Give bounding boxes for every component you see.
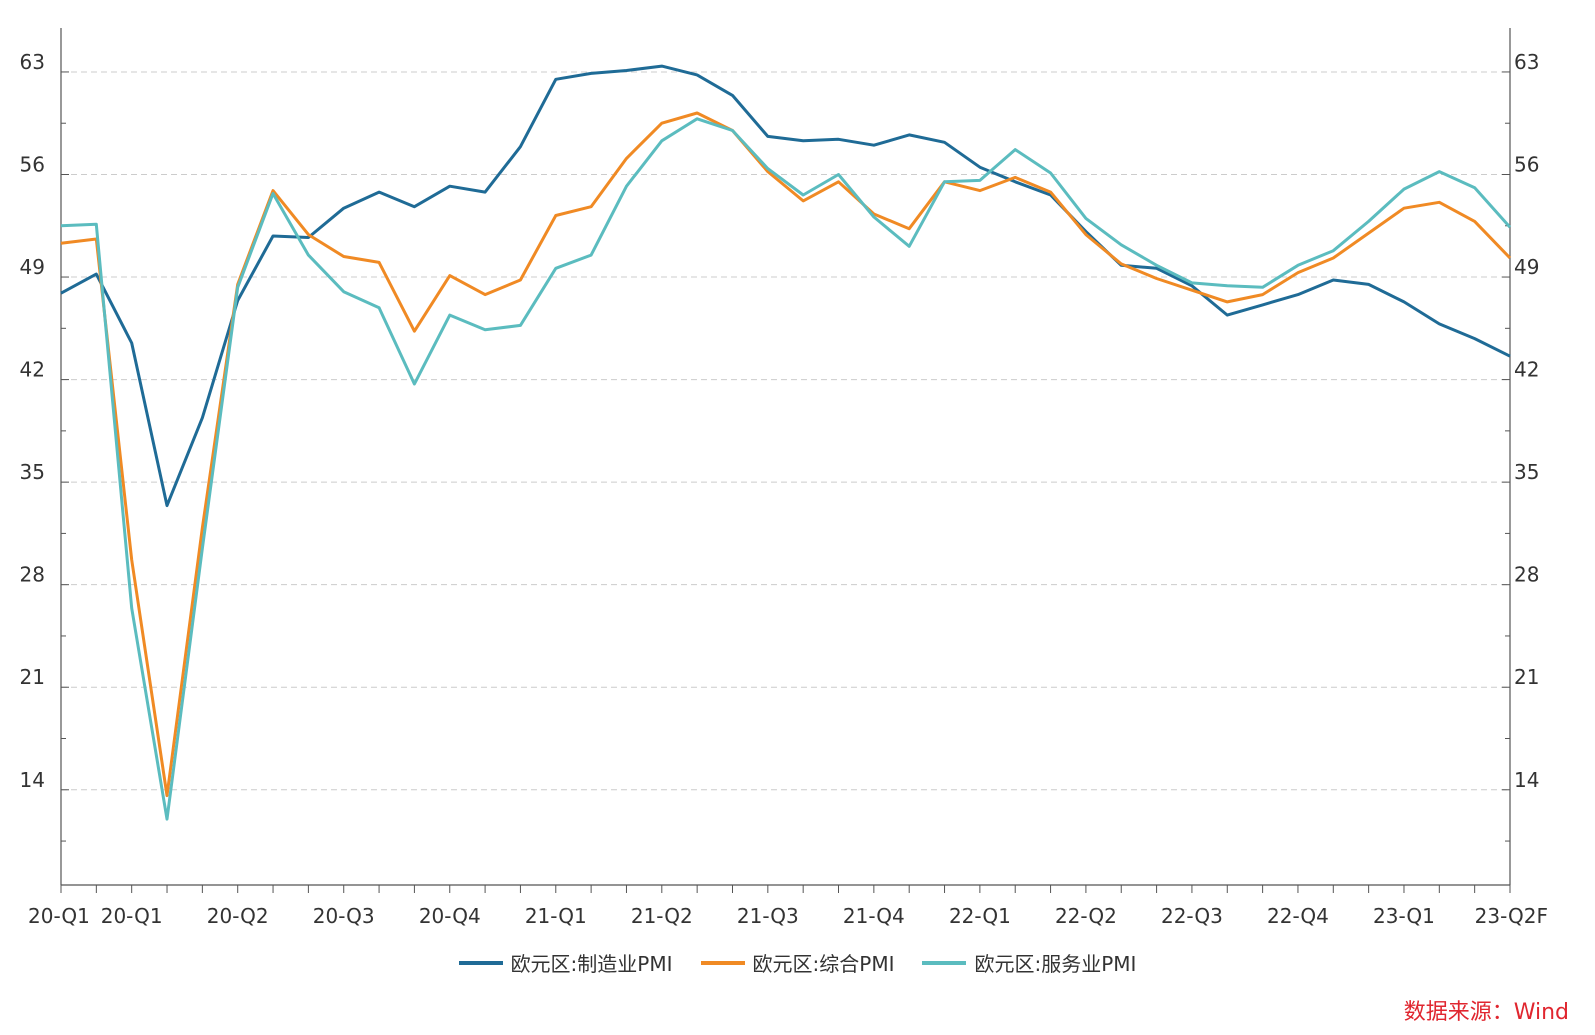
pmi-line-chart: 14 14 21 21 28 28 35 35 42 42 49 49 56 56 63 63 20-Q1 20-…	[20, 28, 1548, 928]
y-tick-label-left: 63	[20, 50, 45, 74]
y-tick-label-right: 35	[1514, 460, 1539, 484]
legend-item-services: 欧元区:服务业PMI	[922, 948, 1136, 977]
data-source: 数据来源：Wind	[1403, 1000, 1569, 1025]
y-tick-label-right: 28	[1514, 563, 1539, 587]
x-tick-label: 23-Q2F	[1475, 904, 1548, 928]
legend-swatch-manufacturing	[458, 960, 503, 965]
y-tick-label-left: 21	[20, 665, 45, 689]
legend-swatch-composite	[700, 960, 745, 965]
series-line-0	[60, 64, 1511, 508]
y-tick-label-right: 42	[1514, 358, 1539, 382]
legend-label-composite: 欧元区:综合PMI	[752, 952, 895, 976]
x-tick-label: 20-Q1	[28, 904, 90, 928]
gridlines	[61, 71, 1510, 791]
y-tick-label-left: 35	[20, 460, 45, 484]
y-tick-label-left: 42	[20, 358, 45, 382]
series-line-1	[60, 111, 1512, 798]
y-tick-label-right: 49	[1514, 255, 1539, 279]
x-tick-label: 23-Q1	[1373, 904, 1435, 928]
x-tick-label: 21-Q1	[525, 904, 587, 928]
y-tick-label-left: 14	[20, 768, 45, 792]
y-tick-label-left: 49	[20, 255, 45, 279]
x-tick-label: 22-Q1	[949, 904, 1011, 928]
y-tick-label-right: 63	[1514, 50, 1539, 74]
x-tick-label: 20-Q4	[419, 904, 481, 928]
series-lines	[60, 64, 1512, 821]
legend-label-services: 欧元区:服务业PMI	[974, 952, 1137, 976]
x-tick-label: 20-Q3	[313, 904, 375, 928]
legend-item-manufacturing: 欧元区:制造业PMI	[458, 948, 673, 977]
x-tick-label: 21-Q2	[631, 904, 693, 928]
x-tick-label: 20-Q1	[101, 904, 163, 928]
series-line-2	[60, 117, 1512, 821]
x-tick-label: 21-Q4	[843, 904, 905, 928]
y-tick-label-right: 14	[1514, 768, 1539, 792]
y-tick-label-right: 21	[1514, 665, 1539, 689]
y-tick-label-right: 56	[1514, 152, 1539, 176]
legend-label-manufacturing: 欧元区:制造业PMI	[510, 952, 673, 976]
tick-labels: 14 14 21 21 28 28 35 35 42 42 49 49 56 56 63 63 20-Q1 20-…	[20, 50, 1548, 928]
y-tick-label-left: 28	[20, 563, 45, 587]
x-tick-label: 20-Q2	[207, 904, 269, 928]
x-tick-label: 22-Q4	[1267, 904, 1329, 928]
y-tick-label-left: 56	[20, 152, 45, 176]
x-tick-label: 22-Q3	[1161, 904, 1223, 928]
axes	[60, 28, 1511, 893]
x-tick-label: 22-Q2	[1055, 904, 1117, 928]
x-tick-label: 21-Q3	[737, 904, 799, 928]
legend: 欧元区:制造业PMI 欧元区:综合PMI 欧元区:服务业PMI	[0, 948, 1595, 977]
legend-swatch-services	[922, 960, 967, 965]
legend-item-composite: 欧元区:综合PMI	[700, 948, 895, 977]
